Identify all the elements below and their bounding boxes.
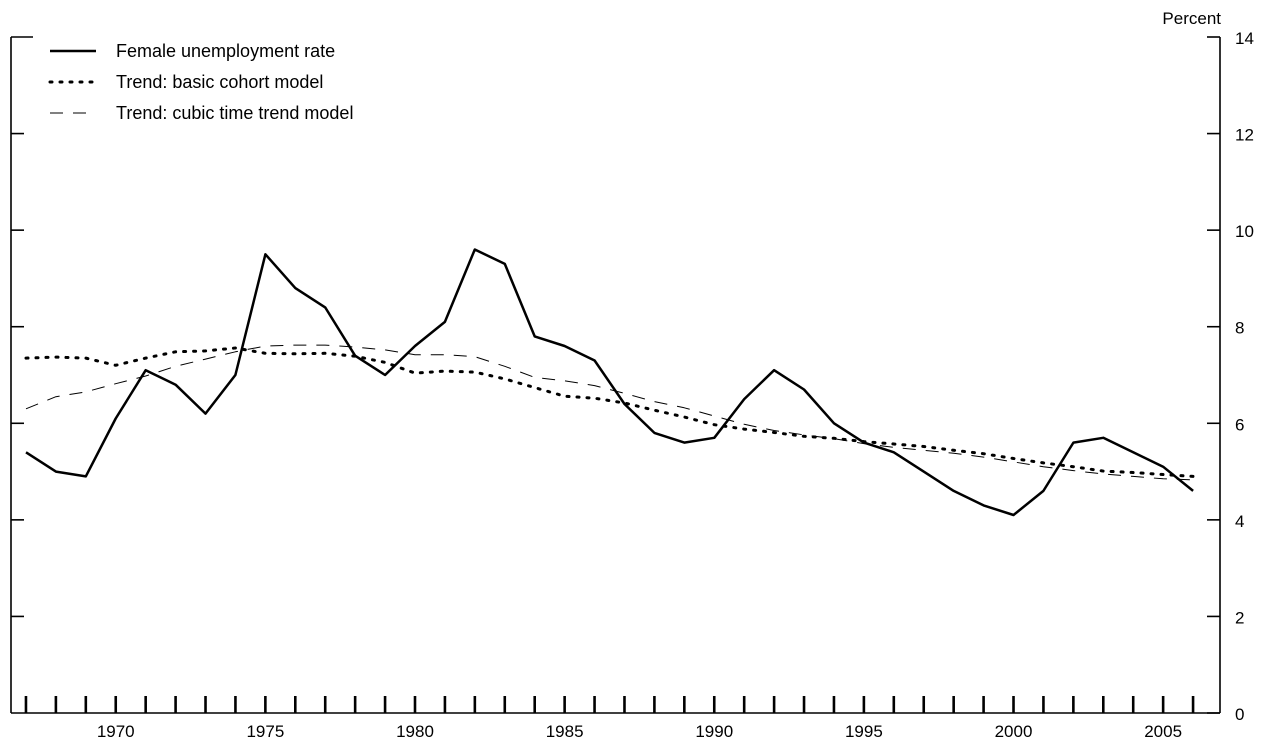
y-axis-ticks: 0 2 4 6 8 10 12 14 <box>11 29 1254 724</box>
legend-label: Female unemployment rate <box>116 41 335 61</box>
x-tick-label: 1990 <box>695 722 733 741</box>
x-tick-label: 2000 <box>995 722 1033 741</box>
x-tick-label: 1980 <box>396 722 434 741</box>
x-tick-label: 1970 <box>97 722 135 741</box>
x-axis-ticks: 1970 1975 1980 1985 1990 1995 2000 2005 <box>24 696 1195 741</box>
y-tick-label: 8 <box>1235 319 1244 338</box>
legend-label: Trend: cubic time trend model <box>116 103 353 123</box>
legend: Female unemployment rate Trend: basic coh… <box>48 41 353 123</box>
x-tick-label: 1995 <box>845 722 883 741</box>
chart-axes <box>10 36 1221 714</box>
y-tick-label: 10 <box>1235 222 1254 241</box>
y-axis-title: Percent <box>1162 9 1221 28</box>
y-tick-label: 12 <box>1235 126 1254 145</box>
x-tick-label: 2005 <box>1144 722 1182 741</box>
y-tick-label: 4 <box>1235 512 1244 531</box>
y-tick-label: 6 <box>1235 415 1244 434</box>
y-tick-label: 2 <box>1235 608 1244 627</box>
x-tick-label: 1975 <box>246 722 284 741</box>
y-tick-label: 14 <box>1235 29 1254 48</box>
series-line-3 <box>25 344 1194 481</box>
legend-label: Trend: basic cohort model <box>116 72 323 92</box>
x-tick-label: 1985 <box>546 722 584 741</box>
series-lines <box>24 248 1195 517</box>
series-line-1 <box>25 248 1194 517</box>
y-tick-label: 0 <box>1235 705 1244 724</box>
series-line-2 <box>24 346 1195 478</box>
